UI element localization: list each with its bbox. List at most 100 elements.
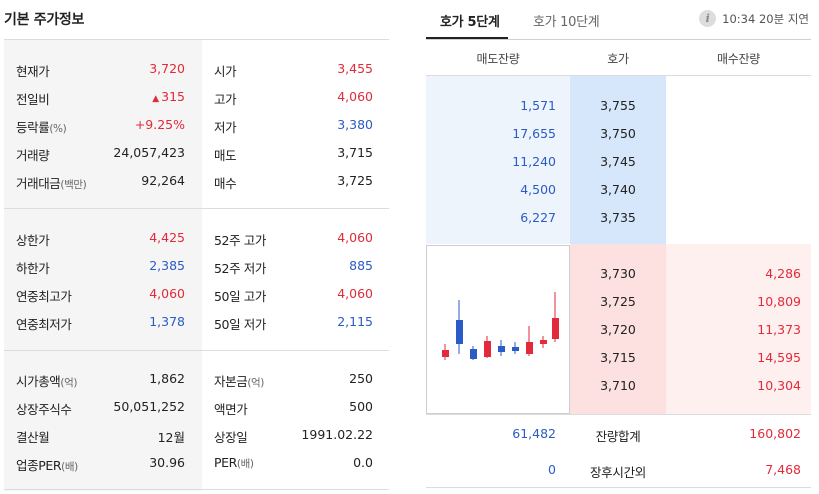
info-value: 885 [349,258,373,273]
ask-volume-area [426,76,570,244]
bid-row[interactable]: 3,720 11,373 [426,316,811,344]
info-unit: (배) [236,458,254,470]
ask-volume: 1,571 [520,98,556,113]
info-label: 연중최저가 [16,317,72,332]
info-value: 1991.02.22 [301,427,373,442]
bid-price: 3,725 [600,294,636,309]
candle-8 [540,336,547,348]
info-value: 1,378 [149,314,185,329]
info-value: 3,720 [149,61,185,76]
ask-row[interactable]: 4,500 3,740 [426,176,811,204]
bid-price: 3,715 [600,350,636,365]
ask-price: 3,735 [600,210,636,225]
bid-volume: 10,304 [757,378,801,393]
info-value: ▲ 315 [152,89,185,104]
info-label: 연중최고가 [16,289,72,304]
ask-row[interactable]: 6,227 3,735 [426,204,811,232]
info-row: 등락률(%) +9.25% 저가 3,380 [4,111,389,139]
totals-row: 61,482 잔량합계 160,802 [426,417,811,451]
section-label-bg [4,351,202,491]
info-row: 하한가 2,385 52주 저가 885 [4,252,389,280]
info-value: 1,862 [149,371,185,386]
info-label: 고가 [214,92,237,107]
ask-row[interactable]: 17,655 3,750 [426,120,811,148]
info-row: 거래대금(백만) 92,264 매수 3,725 [4,167,389,195]
bid-row[interactable]: 3,725 10,809 [426,288,811,316]
ask-price: 3,755 [600,98,636,113]
info-value: 50,051,252 [113,399,185,414]
info-label: 50일 저가 [214,317,266,332]
info-label: 자본금(억) [214,374,264,389]
info-value: 3,725 [337,173,373,188]
info-row: 상장주식수 50,051,252 액면가 500 [4,393,389,421]
bid-row[interactable]: 3,710 10,304 [426,372,811,400]
tab-divider [426,39,811,40]
info-icon[interactable]: i [699,10,717,27]
tab-order-book-5[interactable]: 호가 5단계 [440,15,500,30]
info-label: 전일비 [16,92,50,107]
info-label: 거래대금(백만) [16,176,87,191]
candle-4 [484,336,491,358]
ask-volume: 6,227 [520,210,556,225]
after-hours-sell-volume: 0 [548,462,556,477]
candle-7 [526,326,533,356]
bid-volume: 14,595 [757,350,801,365]
bid-volume-area [666,244,811,414]
candle-3 [470,346,477,360]
active-tab-indicator [426,37,508,39]
candle-6 [512,342,519,354]
info-row: 현재가 3,720 시가 3,455 [4,55,389,83]
info-label: 52주 고가 [214,233,266,248]
total-sell-volume: 61,482 [512,426,556,441]
candlestick-svg [442,292,559,360]
section-value-bg [202,40,389,208]
buy-volume-header: 매수잔량 [717,52,760,66]
info-value: 2,385 [149,258,185,273]
ask-price: 3,745 [600,154,636,169]
info-value: 3,455 [337,61,373,76]
section-value-bg [202,209,389,350]
info-row: 상한가 4,425 52주 고가 4,060 [4,224,389,252]
info-row: 연중최고가 4,060 50일 고가 4,060 [4,280,389,308]
mini-candlestick-chart [426,245,570,414]
ask-row[interactable]: 1,571 3,755 [426,92,811,120]
info-row: 결산월 12월 상장일 1991.02.22 [4,421,389,449]
after-hours-buy-volume: 7,468 [765,462,801,477]
info-section-1: 현재가 3,720 시가 3,455 전일비 ▲ 315 고가 4,060 등락률(%) +9.25… [4,39,389,208]
tab-order-book-10[interactable]: 호가 10단계 [533,15,600,30]
info-value: 4,060 [337,230,373,245]
info-label: 상한가 [16,233,50,248]
totals-label: 잔량합계 [595,429,641,444]
info-value: 30.96 [149,455,185,470]
info-bottom-divider [4,489,389,490]
info-label: 업종PER(배) [16,458,78,473]
ask-row[interactable]: 11,240 3,745 [426,148,811,176]
totals-divider [426,414,811,415]
bid-price: 3,710 [600,378,636,393]
ask-volume: 11,240 [512,154,556,169]
info-unit: (%) [49,123,67,135]
section-value-bg [202,351,389,491]
bottom-divider [426,487,811,488]
header-divider [426,75,811,76]
info-value: +9.25% [134,117,185,132]
price-header: 호가 [607,52,629,66]
info-row: 업종PER(배) 30.96 PER(배) 0.0 [4,449,389,477]
section-label-bg [4,40,202,208]
delay-text: 10:34 20분 지연 [722,11,809,26]
bid-row[interactable]: 3,730 4,286 [426,260,811,288]
bid-price: 3,720 [600,322,636,337]
info-label: 시가 [214,64,237,79]
sell-volume-header: 매도잔량 [476,52,520,66]
bid-price: 3,730 [600,266,636,281]
info-label: 52주 저가 [214,261,266,276]
info-section-2: 상한가 4,425 52주 고가 4,060 하한가 2,385 52주 저가 885 연중최고… [4,208,389,350]
candle-2 [456,300,463,354]
bid-row[interactable]: 3,715 14,595 [426,344,811,372]
info-label: 50일 고가 [214,289,266,304]
info-row: 시가총액(억) 1,862 자본금(억) 250 [4,365,389,393]
info-row: 전일비 ▲ 315 고가 4,060 [4,83,389,111]
info-value: 3,380 [337,117,373,132]
info-unit: (억) [247,377,264,389]
info-row: 연중최저가 1,378 50일 저가 2,115 [4,308,389,336]
